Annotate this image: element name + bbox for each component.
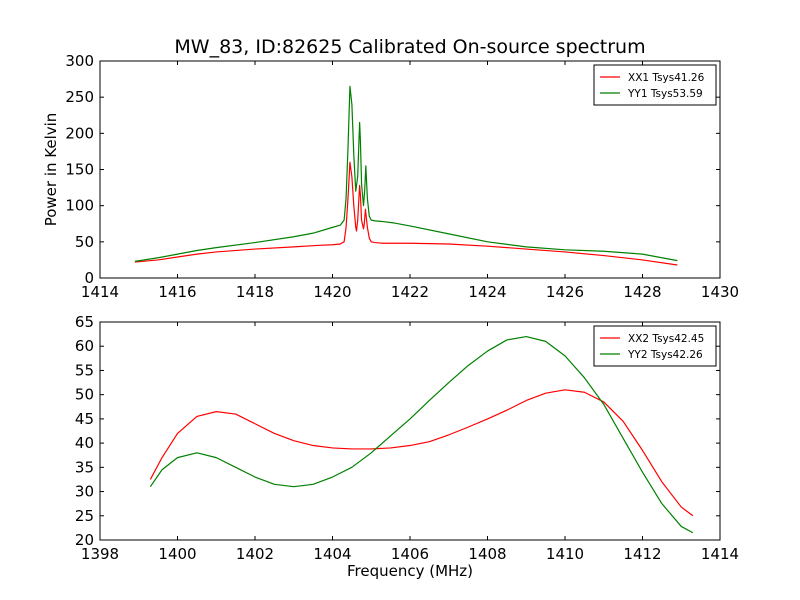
chart1-x-tick-label-5: 1408 bbox=[468, 545, 506, 563]
chart0-legend bbox=[593, 64, 717, 106]
chart1-y-tick-label-2: 30 bbox=[75, 483, 94, 501]
chart0-y-tick-label-3: 150 bbox=[65, 161, 94, 179]
chart0-x-tick-label-5: 1424 bbox=[468, 283, 506, 301]
chart1-y-tick-label-7: 55 bbox=[75, 361, 94, 379]
chart0-x-tick-label-0: 1414 bbox=[81, 283, 119, 301]
chart1-legend bbox=[593, 325, 717, 367]
chart0-x-tick-label-2: 1418 bbox=[236, 283, 274, 301]
chart0-x-tick-label-7: 1428 bbox=[623, 283, 661, 301]
chart1-y-tick-label-3: 35 bbox=[75, 458, 94, 476]
chart0-y-tick-label-1: 50 bbox=[75, 233, 94, 251]
chart1-legend-label-1: YY2 Tsys42.26 bbox=[627, 349, 703, 361]
chart1-x-tick-label-3: 1404 bbox=[313, 545, 351, 563]
top-spectrum-panel: 1414 1416 1418 1420 1422 1424 1426 1428 1430 0 50 1… bbox=[42, 52, 739, 301]
chart0-legend-label-1: YY1 Tsys53.59 bbox=[627, 88, 703, 100]
chart1-x-tick-label-6: 1410 bbox=[546, 545, 584, 563]
chart1-x-tick-label-2: 1402 bbox=[236, 545, 274, 563]
chart1-x-tick-label-8: 1414 bbox=[701, 545, 739, 563]
chart0-y-tick-label-0: 0 bbox=[84, 269, 94, 287]
chart0-y-tick-label-2: 100 bbox=[65, 197, 94, 215]
chart1-series-1-line bbox=[149, 335, 694, 534]
chart1-y-tick-label-9: 65 bbox=[75, 313, 94, 331]
chart0-y-axis-label: Power in Kelvin bbox=[42, 113, 60, 227]
chart0-y-tick-label-4: 200 bbox=[65, 124, 94, 142]
chart1-y-tick-label-5: 45 bbox=[75, 410, 94, 428]
chart1-x-tick-label-4: 1406 bbox=[391, 545, 429, 563]
chart1-x-tick-label-7: 1412 bbox=[623, 545, 661, 563]
chart1-y-tick-label-0: 20 bbox=[75, 531, 94, 549]
chart1-y-tick-label-4: 40 bbox=[75, 434, 94, 452]
chart0-series-0-line bbox=[134, 161, 678, 266]
chart0-x-tick-label-4: 1422 bbox=[391, 283, 429, 301]
chart0-x-tick-label-1: 1416 bbox=[158, 283, 196, 301]
chart1-y-tick-label-6: 50 bbox=[75, 386, 94, 404]
chart0-y-tick-label-5: 250 bbox=[65, 88, 94, 106]
chart0-series-1-line bbox=[134, 85, 678, 262]
chart0-y-tick-label-6: 300 bbox=[65, 52, 94, 70]
chart0-legend-label-0: XX1 Tsys41.26 bbox=[628, 72, 705, 84]
chart1-x-axis-label: Frequency (MHz) bbox=[347, 562, 473, 580]
chart0-x-tick-label-8: 1430 bbox=[701, 283, 739, 301]
chart1-x-tick-label-0: 1398 bbox=[81, 545, 119, 563]
chart1-y-tick-label-1: 25 bbox=[75, 507, 94, 525]
chart1-series-0-line bbox=[149, 389, 694, 517]
figure-title: MW_83, ID:82625 Calibrated On-source spe… bbox=[174, 36, 645, 58]
chart1-y-tick-label-8: 60 bbox=[75, 337, 94, 355]
chart0-x-tick-label-3: 1420 bbox=[313, 283, 351, 301]
chart1-x-tick-label-1: 1400 bbox=[158, 545, 196, 563]
bottom-spectrum-panel: 1398 1400 1402 1404 1406 1408 1410 1412 1414 20 25… bbox=[75, 313, 739, 580]
chart0-x-tick-label-6: 1426 bbox=[546, 283, 584, 301]
chart1-legend-label-0: XX2 Tsys42.45 bbox=[628, 333, 704, 345]
